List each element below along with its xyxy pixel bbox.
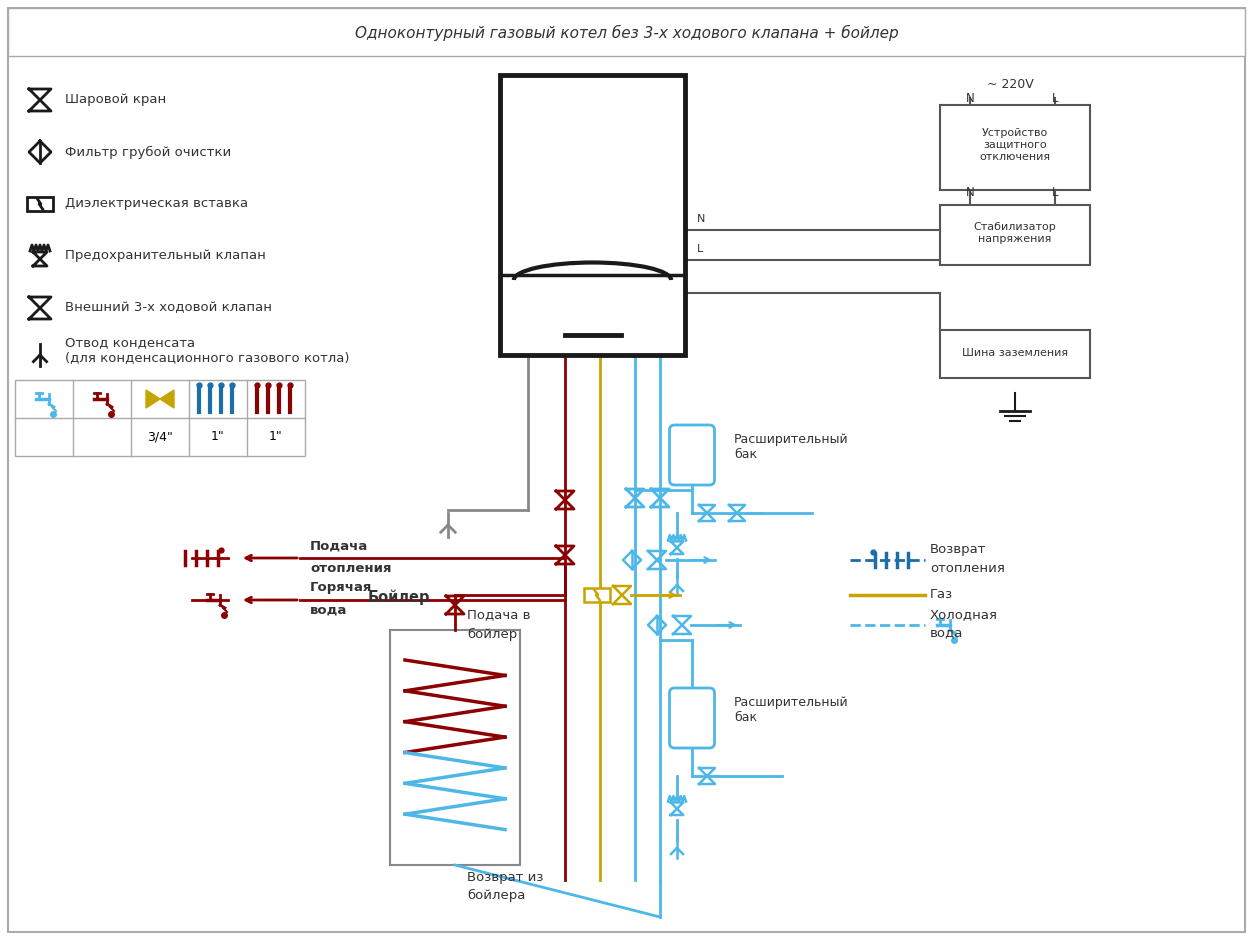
Text: вода: вода <box>309 603 347 617</box>
Bar <box>8 8 1245 56</box>
Text: N: N <box>966 186 975 199</box>
Bar <box>28 196 53 212</box>
Text: Одноконтурный газовый котел без 3-х ходового клапана + бойлер: Одноконтурный газовый котел без 3-х ходо… <box>355 25 898 41</box>
Bar <box>940 205 1090 265</box>
Text: бойлера: бойлера <box>467 888 525 901</box>
Text: N: N <box>697 214 705 224</box>
Text: N: N <box>966 91 975 104</box>
Text: Расширительный
бак: Расширительный бак <box>734 433 848 461</box>
Text: Подача: Подача <box>309 540 368 553</box>
Text: отопления: отопления <box>309 561 391 574</box>
Text: L: L <box>697 244 703 254</box>
Text: Внешний 3-х ходовой клапан: Внешний 3-х ходовой клапан <box>65 302 272 315</box>
Bar <box>584 588 610 603</box>
Text: 3/4": 3/4" <box>147 431 173 444</box>
Text: вода: вода <box>930 626 964 639</box>
Bar <box>390 630 520 865</box>
Text: L: L <box>1051 186 1059 199</box>
Text: Диэлектрическая вставка: Диэлектрическая вставка <box>65 197 248 211</box>
FancyBboxPatch shape <box>669 425 714 485</box>
Text: отопления: отопления <box>930 561 1005 574</box>
Text: Отвод конденсата
(для конденсационного газового котла): Отвод конденсата (для конденсационного г… <box>65 336 350 364</box>
Text: 1": 1" <box>269 431 283 444</box>
Text: Стабилизатор
напряжения: Стабилизатор напряжения <box>974 222 1056 243</box>
Text: Холодная: Холодная <box>930 608 997 621</box>
Text: Возврат из: Возврат из <box>467 870 544 884</box>
Bar <box>15 380 304 456</box>
Text: Возврат: Возврат <box>930 543 986 556</box>
Text: Бойлер: Бойлер <box>367 589 430 604</box>
FancyBboxPatch shape <box>669 688 714 748</box>
Text: Фильтр грубой очистки: Фильтр грубой очистки <box>65 146 232 159</box>
Text: Шина заземления: Шина заземления <box>962 348 1068 358</box>
Bar <box>940 330 1090 378</box>
Text: L: L <box>1051 91 1059 104</box>
Text: Подача в: Подача в <box>467 608 530 621</box>
Text: Предохранительный клапан: Предохранительный клапан <box>65 249 266 262</box>
Text: 1": 1" <box>211 431 224 444</box>
Text: Шаровой кран: Шаровой кран <box>65 93 167 106</box>
Text: Горячая: Горячая <box>309 582 372 594</box>
Bar <box>940 105 1090 190</box>
Text: ~ 220V: ~ 220V <box>986 79 1034 91</box>
Polygon shape <box>160 390 174 408</box>
Text: Газ: Газ <box>930 588 954 602</box>
Text: Расширительный
бак: Расширительный бак <box>734 696 848 724</box>
Text: бойлер: бойлер <box>467 628 517 640</box>
Polygon shape <box>147 390 160 408</box>
Text: Устройство
защитного
отключения: Устройство защитного отключения <box>980 129 1050 162</box>
Bar <box>500 75 685 355</box>
